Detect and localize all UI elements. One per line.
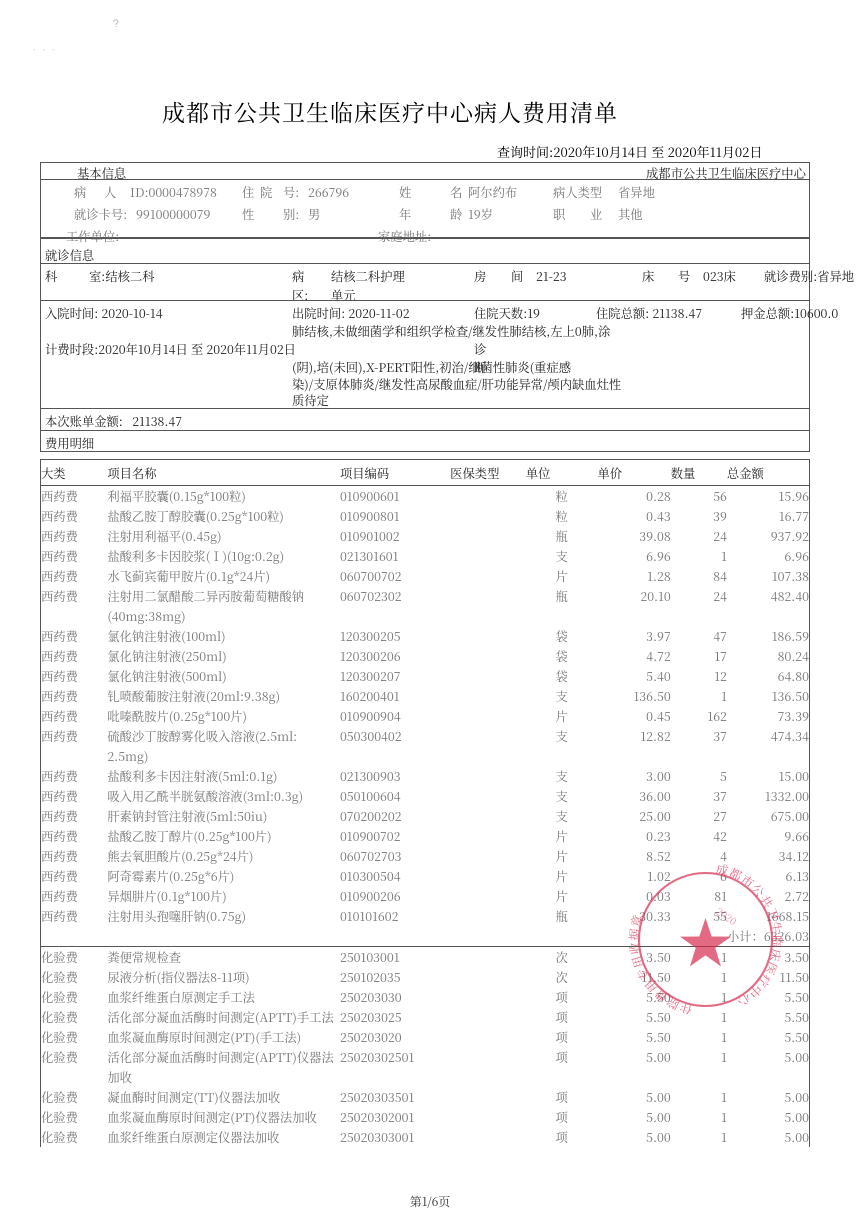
svg-text:2020: 2020 xyxy=(713,903,740,928)
svg-text:住院费用专用收据章: 住院费用专用收据章 xyxy=(627,912,694,1018)
svg-text:成都市公共卫生临床医疗中心: 成都市公共卫生临床医疗中心 xyxy=(714,861,784,1011)
